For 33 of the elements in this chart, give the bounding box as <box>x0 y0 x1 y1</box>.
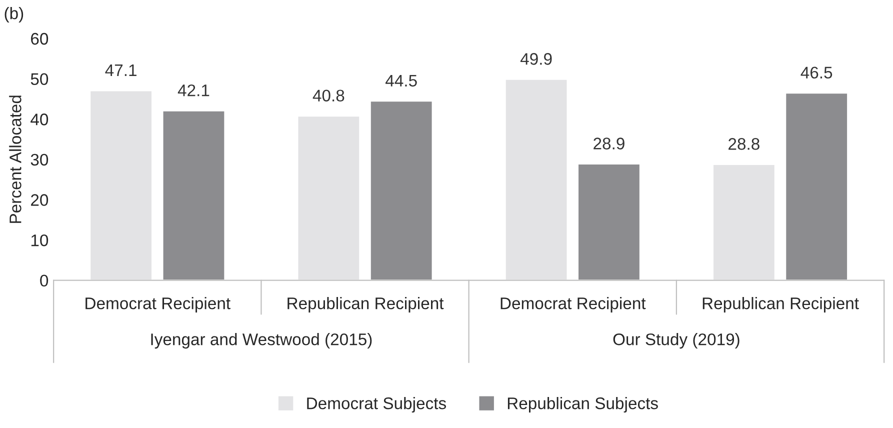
data-label: 49.9 <box>520 53 552 65</box>
legend-label: Democrat Subjects <box>307 396 446 413</box>
y-tick-label: 10 <box>31 234 48 246</box>
bar <box>712 164 776 280</box>
y-tick-label: 0 <box>40 274 48 287</box>
text: Our Study (2019) <box>613 333 740 349</box>
y-tick-label: 40 <box>30 114 48 126</box>
y-tick-label: 20 <box>31 194 48 206</box>
bar <box>89 90 153 280</box>
x-tick-label: Democrat Recipient <box>500 297 646 313</box>
data-label: 44.5 <box>386 74 417 87</box>
y-axis-title: Percent Allocated <box>9 96 22 223</box>
data-label: 42.1 <box>178 84 210 96</box>
bar <box>162 110 226 280</box>
x-tick-label: Republican Recipient <box>702 297 859 313</box>
data-label: 47.1 <box>105 64 136 76</box>
bar <box>296 115 361 280</box>
text: Iyengar and Westwood (2015) <box>151 333 372 349</box>
bar <box>370 100 434 280</box>
x-tick-label: Republican Recipient <box>288 297 444 313</box>
bar <box>784 92 848 280</box>
chart-title: (b) <box>4 6 24 23</box>
data-label: 46.5 <box>800 66 832 79</box>
data-label: 28.8 <box>728 138 760 150</box>
x-tick-label: Democrat Recipient <box>86 297 230 313</box>
y-tick-label: 30 <box>30 154 48 166</box>
bar <box>504 78 568 280</box>
data-label: 40.8 <box>312 90 344 102</box>
bar <box>577 163 641 280</box>
y-tick-label: 60 <box>31 32 48 45</box>
data-label: 28.9 <box>594 138 624 150</box>
y-tick-label: 50 <box>30 73 48 86</box>
legend-label: Republican Subjects <box>508 396 658 413</box>
